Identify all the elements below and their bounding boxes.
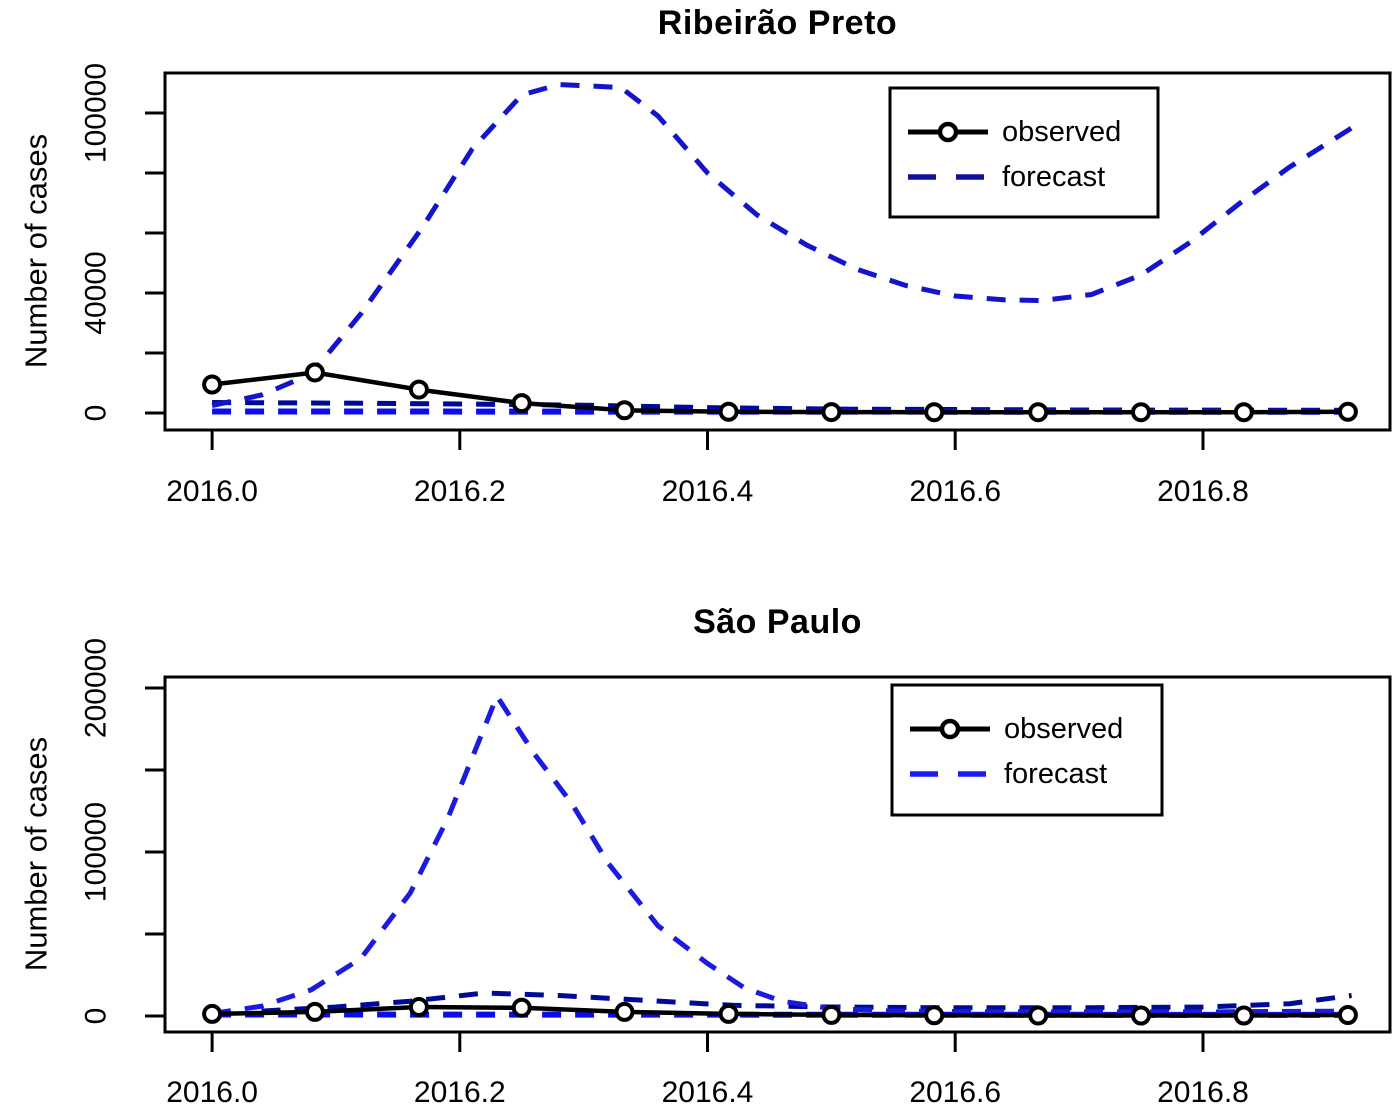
data-point-marker — [202, 1003, 223, 1024]
series-forecast-line — [211, 81, 1353, 408]
data-point-marker — [304, 1001, 325, 1022]
y-axis-label: Number of cases — [19, 737, 54, 971]
data-point-marker — [614, 1001, 635, 1022]
chart-sao-paulo: 2016.0 2016.2 2016.4 2016.6 2016.8 0 100000 200… — [19, 638, 1392, 1109]
y-tick-label: 100000 — [80, 802, 113, 902]
data-point-marker — [408, 379, 429, 400]
x-tick-label: 2016.8 — [1157, 1076, 1249, 1109]
data-point-marker — [511, 393, 532, 414]
x-tick-label: 2016.0 — [166, 1076, 258, 1109]
data-point-marker — [1233, 1005, 1254, 1026]
data-point-marker — [408, 997, 429, 1017]
y-tick-label: 100000 — [80, 63, 113, 163]
y-tick-label: 0 — [80, 405, 113, 422]
y-axis-label: Number of cases — [19, 134, 54, 368]
legend-box — [890, 683, 1164, 817]
data-point-marker — [304, 362, 325, 383]
data-point-marker — [1337, 1005, 1358, 1025]
legend-box — [888, 86, 1160, 219]
chart-title-sao-paulo: São Paulo — [693, 603, 862, 641]
x-tick-label: 2016.4 — [662, 1076, 754, 1109]
data-point-marker — [1028, 402, 1049, 423]
x-tick-label: 2016.8 — [1157, 475, 1249, 508]
series-observed-line — [211, 370, 1348, 415]
y-tick-label: 40000 — [80, 251, 113, 334]
data-point-marker — [718, 401, 739, 422]
x-tick-label: 2016.6 — [909, 1076, 1001, 1109]
series-forecast-line — [211, 690, 1352, 1016]
series-observed-line — [212, 1004, 1348, 1018]
data-point-marker — [821, 1004, 842, 1025]
data-point-marker — [202, 374, 223, 395]
legend-marker-icon — [939, 718, 961, 740]
x-tick-label: 2016.4 — [662, 475, 754, 508]
chart-title-ribeirao-preto: Ribeirão Preto — [657, 4, 898, 42]
chart-ribeirao-preto: 2016.0 2016.2 2016.4 2016.6 2016.8 0 40000 1000… — [19, 63, 1392, 508]
data-point-marker — [511, 997, 532, 1018]
legend-marker-icon — [937, 121, 959, 143]
data-point-marker — [821, 402, 842, 423]
legend-label: forecast — [1002, 161, 1105, 193]
data-point-marker — [1337, 401, 1358, 422]
y-tick-label: 0 — [80, 1008, 113, 1025]
x-tick-label: 2016.6 — [909, 475, 1001, 508]
data-point-marker — [718, 1003, 739, 1024]
data-point-marker — [1131, 402, 1151, 423]
x-tick-label: 2016.2 — [414, 1076, 506, 1109]
y-tick-label: 200000 — [80, 638, 113, 738]
data-point-marker — [614, 400, 635, 421]
plot-frame — [163, 71, 1392, 432]
x-tick-label: 2016.0 — [166, 475, 258, 508]
data-point-marker — [924, 402, 945, 423]
data-point-marker — [1028, 1005, 1049, 1026]
data-point-marker — [1131, 1005, 1151, 1026]
legend-label: forecast — [1004, 758, 1107, 790]
legend-label: observed — [1004, 713, 1123, 745]
legend-label: observed — [1002, 116, 1121, 148]
data-point-marker — [1233, 402, 1254, 423]
data-point-marker — [924, 1005, 945, 1026]
x-tick-label: 2016.2 — [414, 475, 506, 508]
plot-frame — [163, 675, 1392, 1034]
